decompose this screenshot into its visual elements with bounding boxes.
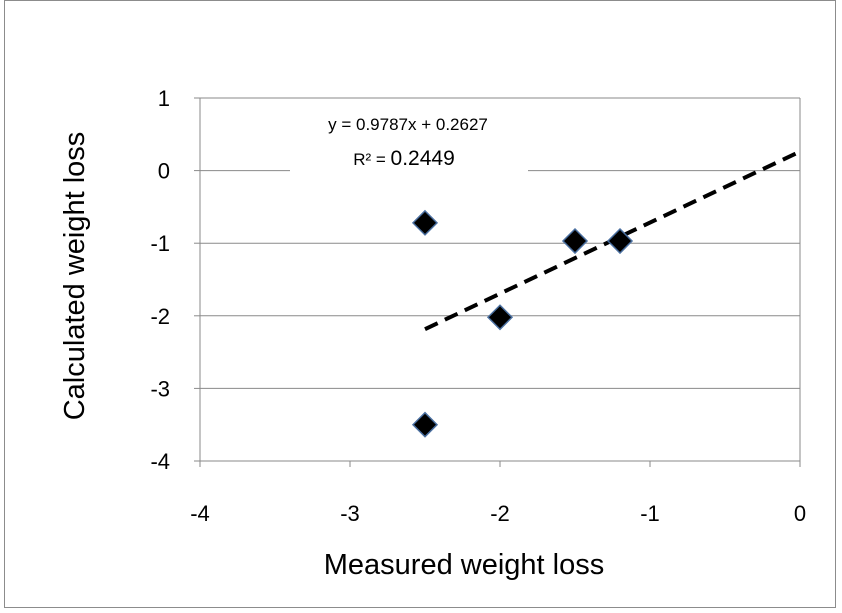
data-point-1 — [411, 411, 439, 438]
y-tick-label: 0 — [158, 159, 170, 184]
data-point-2 — [486, 304, 514, 331]
x-tick-label: -1 — [640, 501, 660, 526]
equation-background — [290, 104, 528, 178]
x-tick-label: -3 — [340, 501, 360, 526]
data-point-0 — [411, 209, 439, 236]
y-tick-label: -4 — [150, 449, 170, 474]
y-tick-label: -2 — [150, 304, 170, 329]
y-axis-title: Calculated weight loss — [59, 132, 91, 421]
data-points — [411, 209, 634, 438]
r-squared-value: 0.2449 — [391, 147, 455, 170]
data-point-4 — [606, 227, 634, 255]
trendline-equation: y = 0.9787x + 0.2627 — [328, 115, 488, 134]
tick-marks — [194, 97, 801, 467]
chart-frame — [4, 0, 836, 608]
data-point-3 — [561, 227, 589, 255]
x-axis-title: Measured weight loss — [324, 549, 604, 581]
y-tick-label: -1 — [150, 231, 170, 256]
x-tick-labels: -4 -3 -2 -1 0 — [190, 501, 806, 526]
r-squared-label: R² = 0.2449 — [353, 147, 455, 170]
y-tick-label: 1 — [158, 86, 170, 111]
x-tick-label: 0 — [794, 501, 806, 526]
x-tick-label: -2 — [490, 501, 510, 526]
y-tick-label: -3 — [150, 376, 170, 401]
r-squared-prefix: R² = — [353, 150, 390, 169]
x-tick-label: -4 — [190, 501, 210, 526]
y-tick-labels: 1 0 -1 -2 -3 -4 — [150, 86, 170, 474]
